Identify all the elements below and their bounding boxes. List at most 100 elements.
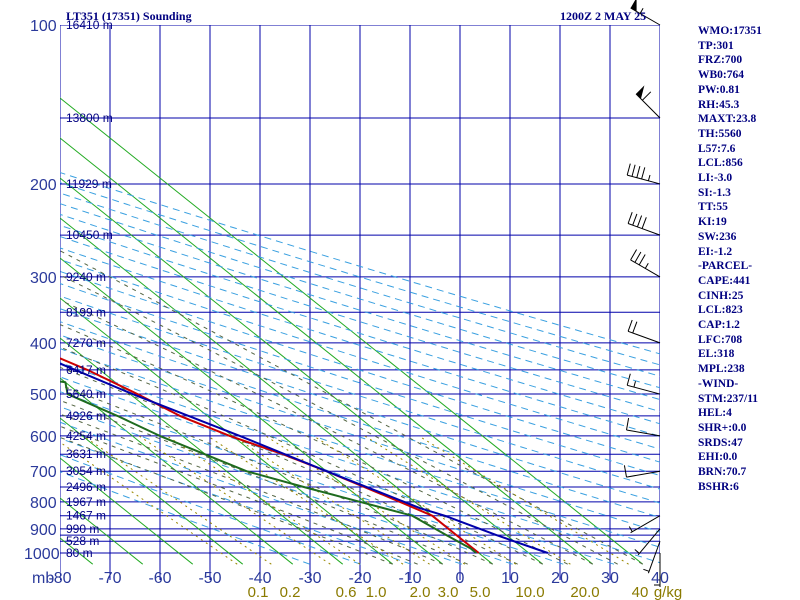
dry-adiabat xyxy=(60,224,660,413)
stat-line: TH:5560 xyxy=(698,127,742,140)
height-label: 80 m xyxy=(66,546,93,560)
moist-adiabat xyxy=(60,399,468,565)
height-label: 990 m xyxy=(66,522,99,536)
mixing-ratio-line xyxy=(138,435,331,565)
stat-line: EHI:0.0 xyxy=(698,451,738,464)
mixing-ratio-label: 2.0 xyxy=(410,584,431,600)
dry-adiabat xyxy=(60,471,310,565)
isotherm xyxy=(60,97,644,565)
height-label: 4926 m xyxy=(66,409,106,423)
moist-adiabat xyxy=(60,323,568,565)
stat-line: -PARCEL- xyxy=(698,260,753,273)
dry-adiabat xyxy=(60,192,660,377)
mixing-ratio-label: 0.6 xyxy=(336,584,357,600)
temp-tick-label: -10 xyxy=(398,570,421,587)
wind-barb xyxy=(635,85,661,119)
moist-adiabat xyxy=(60,299,593,565)
stat-line: TP:301 xyxy=(698,39,734,52)
pressure-tick-label: 700 xyxy=(30,464,57,481)
moist-adiabat xyxy=(60,384,493,565)
height-label: 1467 m xyxy=(66,509,106,523)
wind-barb xyxy=(654,553,661,587)
stat-line: LI:-3.0 xyxy=(698,172,733,185)
height-label: 10450 m xyxy=(66,228,113,242)
height-label: 16410 m xyxy=(66,18,113,32)
mixing-ratio-label: 10.0 xyxy=(515,584,544,600)
height-label: 3054 m xyxy=(66,464,106,478)
station-title: LT351 (17351) Sounding xyxy=(66,9,192,23)
mixing-ratio-label: 0.2 xyxy=(280,584,301,600)
height-label: 8199 m xyxy=(66,305,106,319)
wind-barb xyxy=(630,249,661,278)
isotherm xyxy=(60,177,544,565)
temp-tick-label: -80 xyxy=(48,570,71,587)
stat-line: LFC:708 xyxy=(698,333,743,346)
height-label: 6417 m xyxy=(66,363,106,377)
moist-adiabat xyxy=(60,346,543,565)
stat-line: SI:-1.3 xyxy=(698,186,731,199)
stat-line: EI:-1.2 xyxy=(698,245,733,258)
height-label: 7270 m xyxy=(66,336,106,350)
dry-adiabat xyxy=(60,334,660,533)
mixing-ratio-line xyxy=(232,435,430,565)
height-label: 528 m xyxy=(66,534,99,548)
height-label: 11929 m xyxy=(66,177,112,191)
dry-adiabat xyxy=(60,321,660,518)
pressure-tick-label: 500 xyxy=(30,387,57,404)
series-parcel xyxy=(60,362,549,554)
temp-tick-label: -70 xyxy=(98,570,121,587)
moist-adiabat xyxy=(60,366,518,565)
isotherm xyxy=(60,377,294,565)
mixing-ratio-label: 5.0 xyxy=(470,584,491,600)
dry-adiabat xyxy=(60,259,660,450)
sounding-time: 1200Z 2 MAY 25 xyxy=(560,9,646,23)
wind-barb xyxy=(630,0,661,26)
dry-adiabat xyxy=(60,171,660,355)
mixing-ratio-label: 20.0 xyxy=(570,584,599,600)
stat-line: HEL:4 xyxy=(698,407,732,420)
height-label: 1967 m xyxy=(66,495,106,509)
height-label: 4254 m xyxy=(66,429,106,443)
stat-line: RH:45.3 xyxy=(698,98,740,111)
mixing-ratio-line xyxy=(166,435,361,565)
wind-barbs xyxy=(623,0,661,587)
wind-barb xyxy=(626,373,661,395)
isotherm xyxy=(0,13,43,564)
series-dewpoint xyxy=(60,380,477,554)
grid xyxy=(0,13,660,580)
stat-line: PW:0.81 xyxy=(698,83,740,96)
pressure-unit-label: mb xyxy=(32,570,54,587)
height-label: 3631 m xyxy=(66,447,106,461)
stat-line: BRN:70.7 xyxy=(698,466,747,479)
stat-line: KI:19 xyxy=(698,216,727,229)
pressure-tick-label: 600 xyxy=(30,429,57,446)
wind-barb xyxy=(628,515,661,534)
pressure-tick-label: 1000 xyxy=(24,546,60,563)
pressure-tick-label: 400 xyxy=(30,336,57,353)
height-label: 5640 m xyxy=(66,387,106,401)
wind-barb xyxy=(623,465,661,478)
pressure-tick-label: 300 xyxy=(30,270,57,287)
height-label: 2496 m xyxy=(66,480,106,494)
mixing-ratio-line xyxy=(207,435,404,565)
isotherm xyxy=(60,137,594,565)
stat-line: WMO:17351 xyxy=(698,25,762,37)
temp-tick-label: -40 xyxy=(248,570,271,587)
stat-line: STM:237/11 xyxy=(698,392,759,405)
stat-line: EL:318 xyxy=(698,348,735,361)
temp-tick-label: 30 xyxy=(601,570,619,587)
isotherm xyxy=(60,457,194,565)
pressure-tick-label: 800 xyxy=(30,495,57,512)
stat-line: FRZ:700 xyxy=(698,54,743,67)
wind-barb xyxy=(626,163,661,185)
stat-line: WB0:764 xyxy=(698,69,744,82)
temp-tick-label: 0 xyxy=(456,570,465,587)
moist-adiabat xyxy=(60,274,618,565)
stat-line: SRDS:47 xyxy=(698,436,743,449)
mixing-ratio-label: 1.0 xyxy=(366,584,387,600)
mixing-ratio-line xyxy=(82,435,272,565)
stat-line: CINH:25 xyxy=(698,289,744,302)
temp-tick-label: -50 xyxy=(198,570,221,587)
dry-adiabat xyxy=(60,235,660,425)
